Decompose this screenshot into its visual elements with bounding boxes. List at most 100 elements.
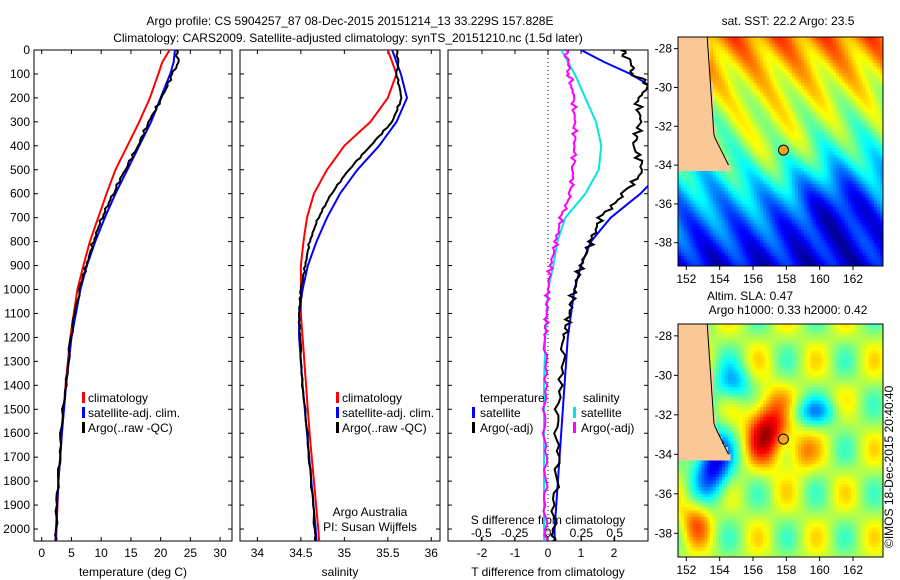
legend-heading: salinity <box>583 391 620 405</box>
coastline <box>706 323 729 455</box>
salinity-xlabel: salinity <box>322 565 359 579</box>
x-tick-label: 34.5 <box>289 546 313 560</box>
profile-line-climatology <box>55 50 171 541</box>
plot-frame-1 <box>239 49 441 542</box>
argo-position-marker <box>777 433 789 445</box>
legend-label: Argo(-adj) <box>581 421 634 435</box>
legend-label: Argo(-adj) <box>480 421 533 435</box>
y-tick-label: 900 <box>10 259 30 273</box>
x-tick-label: 25 <box>184 546 198 560</box>
x-tick-label: -2 <box>477 546 488 560</box>
x-tick-label: 0 <box>38 546 45 560</box>
x-tick-label: 0 <box>545 546 552 560</box>
sst-map-title: sat. SST: 22.2 Argo: 23.5 <box>722 14 855 28</box>
map-x-tick-label: 158 <box>776 272 796 286</box>
x-tick-label: 5 <box>68 546 75 560</box>
map-x-tick-label: 160 <box>810 563 830 577</box>
y-tick-label: 500 <box>10 163 30 177</box>
tdiff-xlabel: T difference from climatology <box>471 565 625 579</box>
x-tick-label: 1 <box>578 546 585 560</box>
x-tick-label: 2 <box>611 546 618 560</box>
map-x-tick-label: 156 <box>743 563 763 577</box>
tdiff-satellite-line <box>553 50 648 541</box>
profile-line-climatology <box>299 50 398 541</box>
y-tick-label: 1200 <box>3 330 30 344</box>
legend-heading: temperature <box>480 391 545 405</box>
y-tick-label: 800 <box>10 235 30 249</box>
y-tick-label: 1100 <box>4 306 30 320</box>
map-y-tick-label: -36 <box>655 197 673 211</box>
legend-swatch <box>573 422 576 433</box>
x-tick-label: 30 <box>213 546 227 560</box>
temperature-xlabel: temperature (deg C) <box>79 565 187 579</box>
y-tick-label: 1500 <box>3 402 30 416</box>
map-y-tick-label: -30 <box>655 368 673 382</box>
credit-text: ©IMOS 18-Dec-2015 20:40:40 <box>882 385 896 548</box>
y-tick-label: 1900 <box>3 498 30 512</box>
legend-label: satellite-adj. clim. <box>88 406 180 420</box>
y-tick-label: 1700 <box>3 450 30 464</box>
x-tick-label: 20 <box>154 546 168 560</box>
legend-swatch <box>573 407 576 418</box>
y-tick-label: 1800 <box>3 474 30 488</box>
legend-label: satellite <box>581 406 622 420</box>
y-tick-label: 2000 <box>3 522 30 536</box>
legend-swatch <box>82 422 85 433</box>
sdiff-satellite-line <box>543 50 603 541</box>
map-y-tick-label: -38 <box>655 526 673 540</box>
argo-position-marker <box>777 144 789 156</box>
map-y-tick-label: -28 <box>655 329 673 343</box>
map-x-tick-label: 160 <box>810 272 830 286</box>
s-tick-label: 0.5 <box>606 526 623 540</box>
legend-swatch <box>82 407 85 418</box>
legend-swatch <box>82 392 85 403</box>
legend-swatch <box>336 392 339 403</box>
x-tick-label: 15 <box>124 546 138 560</box>
y-tick-label: 700 <box>10 211 30 225</box>
y-tick-label: 200 <box>10 91 30 105</box>
s-tick-label: -0.5 <box>471 526 492 540</box>
plot-frame-0 <box>33 49 233 542</box>
map-y-tick-label: -36 <box>655 487 673 501</box>
y-tick-label: 0 <box>23 43 30 57</box>
map-y-tick-label: -34 <box>655 447 673 461</box>
coastline <box>706 36 729 166</box>
legend-label: satellite <box>480 406 521 420</box>
profile-line-argo <box>297 50 403 541</box>
legend-label: climatology <box>342 391 402 405</box>
map-x-tick-label: 152 <box>676 563 696 577</box>
map-x-tick-label: 162 <box>843 563 863 577</box>
sla-map-title: Altim. SLA: 0.47 <box>707 289 793 303</box>
legend-label: climatology <box>88 391 148 405</box>
map-frame <box>677 323 884 558</box>
x-tick-label: 10 <box>95 546 109 560</box>
map-y-tick-label: -34 <box>655 158 673 172</box>
map-x-tick-label: 162 <box>843 272 863 286</box>
sla-map-subtitle: Argo h1000: 0.33 h2000: 0.42 <box>709 303 868 317</box>
title-line-2: Climatology: CARS2009. Satellite-adjuste… <box>113 31 583 45</box>
map-x-tick-label: 152 <box>676 272 696 286</box>
y-tick-label: 1600 <box>3 426 30 440</box>
x-tick-label: 35.5 <box>376 546 400 560</box>
legend-label: Argo(..raw -QC) <box>88 421 173 435</box>
map-y-tick-label: -38 <box>655 236 673 250</box>
x-tick-label: 34 <box>251 546 265 560</box>
s-tick-label: 0 <box>545 526 552 540</box>
legend-swatch <box>336 407 339 418</box>
x-tick-label: 36 <box>425 546 439 560</box>
profile-line-argo <box>54 50 180 541</box>
sdiff-xlabel: S difference from climatology <box>471 513 626 527</box>
map-y-tick-label: -28 <box>655 42 673 56</box>
map-y-tick-label: -32 <box>655 119 673 133</box>
map-x-tick-label: 154 <box>710 272 730 286</box>
map-x-tick-label: 158 <box>776 563 796 577</box>
sdiff-argo-line <box>541 50 579 541</box>
map-x-tick-label: 154 <box>710 563 730 577</box>
legend-swatch <box>336 422 339 433</box>
y-tick-label: 600 <box>10 187 30 201</box>
x-tick-label: 35 <box>338 546 352 560</box>
y-tick-label: 300 <box>10 115 30 129</box>
legend-swatch <box>472 407 475 418</box>
